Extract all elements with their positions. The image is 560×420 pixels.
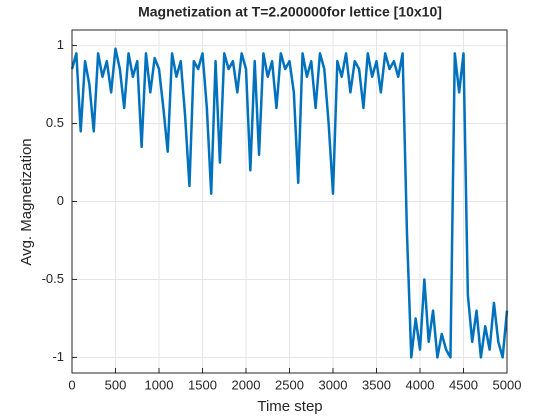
- x-tick-label: 500: [105, 377, 127, 392]
- x-tick-label: 4000: [406, 377, 435, 392]
- plot-frame: [71, 29, 508, 374]
- y-tick-label: 0: [57, 193, 64, 208]
- x-tick-label: 0: [68, 377, 75, 392]
- y-tick-label: -1: [52, 349, 64, 364]
- x-tick-label: 5000: [493, 377, 522, 392]
- y-axis-label: Avg. Magnetization: [18, 138, 35, 265]
- x-tick-label: 1000: [145, 377, 174, 392]
- x-tick-label: 4500: [449, 377, 478, 392]
- x-tick-label: 2500: [275, 377, 304, 392]
- x-tick-label: 2000: [232, 377, 261, 392]
- x-tick-label: 3500: [362, 377, 391, 392]
- chart-title: Magnetization at T=2.200000for lettice […: [138, 4, 442, 20]
- y-tick-label: 1: [57, 37, 64, 52]
- x-axis-label: Time step: [257, 398, 322, 415]
- data-line: [70, 47, 509, 359]
- x-tick-label: 3000: [319, 377, 348, 392]
- x-tick-label: 1500: [188, 377, 217, 392]
- y-tick-label: 0.5: [46, 115, 64, 130]
- y-tick-label: -0.5: [42, 271, 64, 286]
